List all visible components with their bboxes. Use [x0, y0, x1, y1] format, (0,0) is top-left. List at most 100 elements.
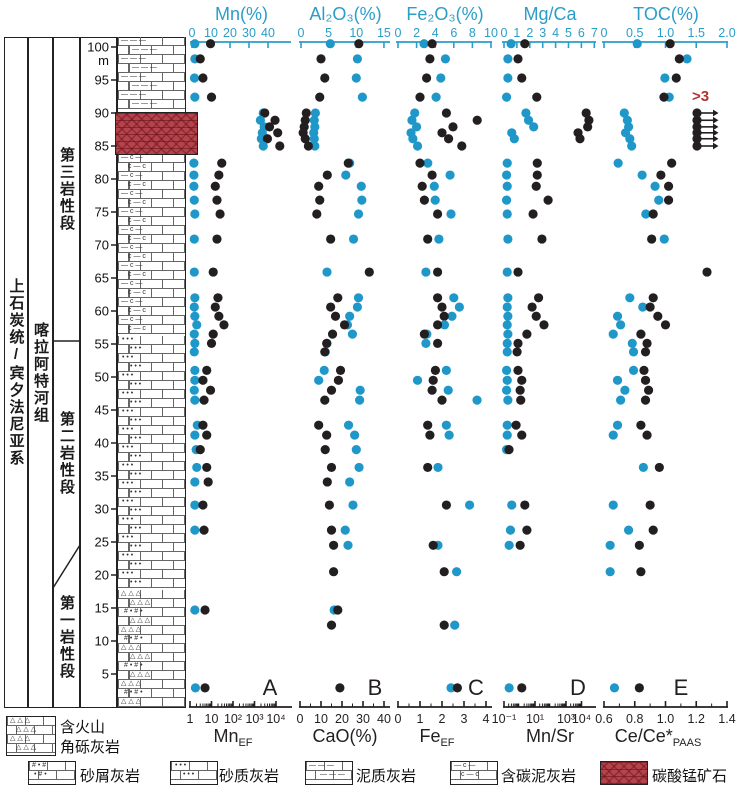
fe2o3-point	[412, 141, 423, 151]
top-axis-tick-label: 3	[539, 26, 546, 40]
ce-point	[654, 462, 664, 473]
top-axis-tick-label: 5	[565, 26, 572, 40]
fe_ef-point	[415, 92, 425, 102]
top-axis-tick-label: 20	[223, 26, 237, 40]
al2o3-point	[353, 293, 364, 303]
top-axis-tick-label: 0	[601, 26, 608, 40]
al2o3-point	[352, 54, 363, 64]
offscale-arrow-head	[713, 129, 719, 137]
legend-label-carb_marl: 含碳泥灰岩	[501, 768, 577, 785]
top-axis-tick-label: 5	[325, 26, 332, 40]
mn-point	[190, 500, 200, 510]
mn_ef-point	[199, 525, 209, 535]
top-axis-title: Al₂O₃(%)	[309, 4, 381, 24]
cao-point	[322, 170, 332, 180]
ce-point	[659, 92, 669, 102]
al2o3-point	[356, 181, 366, 191]
mnsr-point	[517, 375, 527, 385]
mnsr-point	[528, 209, 538, 219]
mn_ef-point	[275, 141, 285, 151]
mn_ef-point	[210, 181, 220, 191]
depth-tick-label: 85	[95, 139, 109, 154]
legend-swatch-breccia: △ △ △ △ △ △ △ △ △ △ △ △	[6, 716, 56, 756]
fe2o3-point	[465, 500, 475, 510]
mgca-point	[504, 540, 514, 550]
fe2o3-point	[440, 54, 451, 64]
top-axis-tick-label: 2.0	[718, 26, 735, 40]
fe_ef-point	[441, 108, 451, 118]
fe2o3-point	[430, 195, 440, 205]
bottom-axis-title: MnEF	[213, 726, 252, 749]
fe_ef-point	[437, 302, 447, 312]
mn-point	[190, 338, 200, 348]
legend-label-marl: 泥质灰岩	[356, 768, 417, 785]
legend-label-breccia-line1: 含火山	[60, 719, 106, 736]
mnsr-point	[512, 347, 522, 357]
depth-tick-label: 60	[95, 304, 109, 319]
panel-letter-C: C	[468, 675, 484, 700]
bottom-axis-tick-label: 4	[483, 712, 490, 726]
bottom-axis-tick-label: 1.2	[688, 712, 705, 726]
fe2o3-point	[441, 420, 451, 430]
mn_ef-point	[198, 420, 208, 430]
mn-point	[190, 525, 200, 535]
depth-tick-label: 50	[95, 370, 109, 385]
toc-point	[654, 195, 664, 205]
al2o3-point	[309, 115, 319, 125]
legend-label-sandy: 砂质灰岩	[219, 768, 280, 785]
bottom-axis-tick-label: 10⁻¹	[492, 712, 517, 726]
cao-point	[322, 477, 332, 487]
lithology-interval-volcanic: △ △ △ △ △ △ # • # • △ △ △ △ △ △ # • # • △ △ △ △…	[118, 590, 185, 708]
fe_ef-point	[439, 311, 449, 321]
mn_ef-point	[208, 329, 218, 339]
mnsr-point	[513, 338, 523, 348]
bottom-axis-tick-label: 1	[417, 712, 424, 726]
panel-letter-D: D	[570, 675, 586, 700]
mn_ef-point	[212, 195, 222, 205]
mn-point	[190, 375, 200, 385]
ce-point	[639, 365, 649, 375]
top-axis-tick-label: 4	[432, 26, 439, 40]
lithology-interval-carb_marl: — c — c — c — c — c — c — c — c — c — c — c — c…	[118, 154, 185, 335]
member-2-label: 第二岩性段	[58, 411, 75, 496]
fe2o3-point	[472, 395, 482, 405]
mn_ef-point	[202, 365, 212, 375]
mn_ef-point	[212, 234, 222, 244]
mgca-point	[502, 302, 512, 312]
fe_ef-point	[419, 195, 429, 205]
fe2o3-point	[410, 108, 420, 118]
depth-tick-label: 70	[95, 238, 109, 253]
member-divider-2-1	[52, 544, 81, 589]
mnsr-point	[532, 170, 542, 180]
ce-point	[656, 170, 666, 180]
fe2o3-point	[421, 338, 431, 348]
mn_ef-point	[215, 209, 225, 219]
mnsr-point	[583, 122, 593, 132]
fe_ef-point	[422, 73, 432, 83]
depth-tick-label: 75	[95, 205, 109, 220]
al2o3-point	[348, 234, 359, 244]
mn-point	[189, 385, 199, 395]
bottom-axis-tick-label: 10³	[557, 712, 575, 726]
mgca-point	[529, 122, 539, 132]
mgca-point	[503, 73, 513, 83]
mnsr-point	[531, 311, 541, 321]
depth-tick-label: 90	[95, 106, 109, 121]
fe2o3-point	[444, 430, 454, 440]
al2o3-point	[347, 329, 358, 339]
al2o3-point	[310, 108, 320, 118]
cao-point	[314, 420, 324, 430]
ce-point	[648, 209, 658, 219]
mgca-point	[521, 108, 531, 118]
mgca-point	[507, 500, 517, 510]
top-axis-tick-label: 8	[469, 26, 476, 40]
cao-point	[300, 134, 310, 144]
bottom-axis-tick-label: 0	[395, 712, 402, 726]
toc-point	[612, 375, 623, 385]
mn-point	[192, 462, 202, 473]
toc-point	[616, 395, 626, 405]
mnsr-point	[531, 181, 541, 191]
fe_ef-point	[433, 209, 443, 219]
cao-point	[312, 209, 322, 219]
toc-point	[650, 181, 660, 191]
